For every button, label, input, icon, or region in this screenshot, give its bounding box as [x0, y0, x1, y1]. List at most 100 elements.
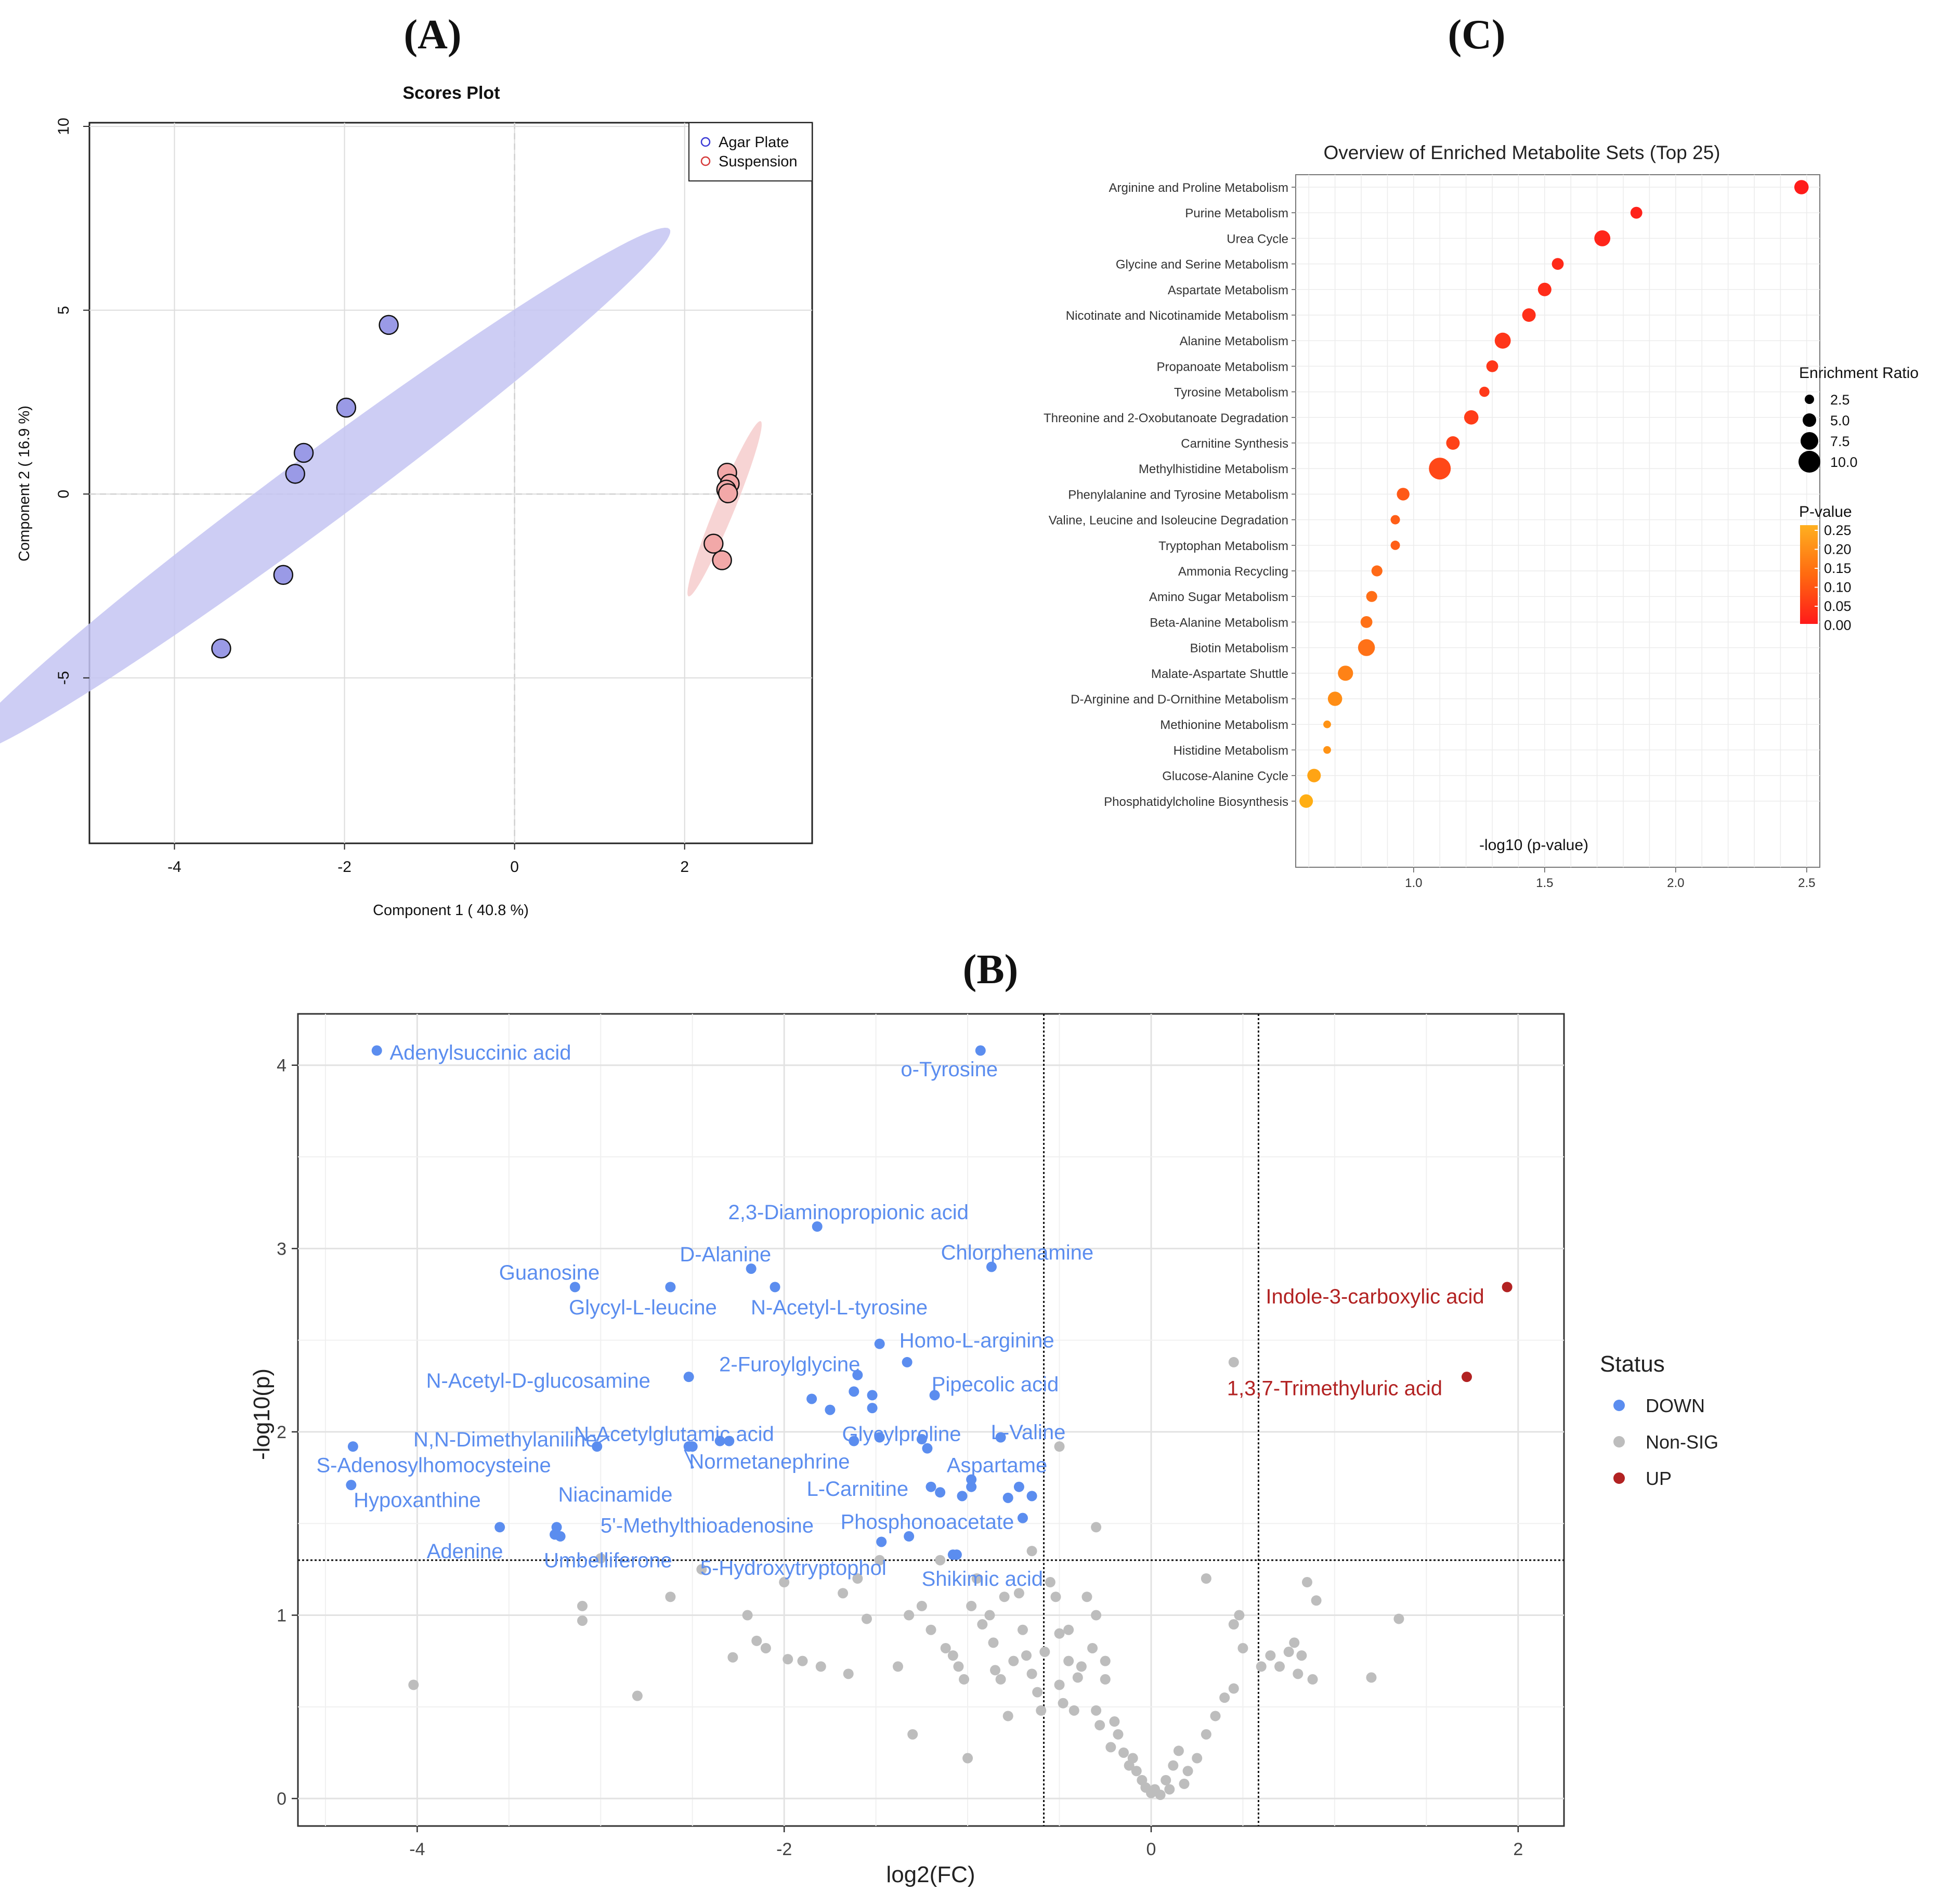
- pathway-label-methylhistidine-metabolism: Methylhistidine Metabolism: [1139, 462, 1288, 476]
- volcano-point-nonsig: [1168, 1760, 1179, 1771]
- volcano-point-nonsig: [1063, 1624, 1074, 1635]
- volcano-point-niacinamide: [683, 1441, 694, 1452]
- volcano-point-nonsig: [1161, 1775, 1171, 1785]
- volcano-legend-label-non-sig: Non-SIG: [1646, 1431, 1718, 1453]
- score-point-agar-plate: [211, 638, 231, 659]
- volcano-legend-marker-down: [1613, 1400, 1625, 1411]
- pathway-point-threonine-and-2-oxobutanoate-degradation: [1464, 410, 1479, 425]
- volcano-point-nonsig: [990, 1665, 1001, 1676]
- pathway-point-urea-cycle: [1594, 230, 1611, 246]
- enrichment-x-tick-label: 2.0: [1667, 876, 1684, 890]
- volcano-point-nonsig: [1017, 1624, 1028, 1635]
- volcano-point-nonsig: [1087, 1642, 1098, 1653]
- pathway-point-methionine-metabolism: [1323, 720, 1331, 728]
- pathway-label-aspartate-metabolism: Aspartate Metabolism: [1168, 283, 1288, 297]
- pathway-label-threonine-and-2-oxobutanoate-degradation: Threonine and 2-Oxobutanoate Degradation: [1044, 411, 1288, 425]
- pathway-label-glycine-and-serine-metabolism: Glycine and Serine Metabolism: [1116, 258, 1288, 272]
- pathway-label-valine-leucine-and-isoleucine-degradation: Valine, Leucine and Isoleucine Degradati…: [1049, 514, 1288, 528]
- volcano-label-glycylproline: Glycylproline: [842, 1423, 961, 1445]
- volcano-point-nonsig: [1219, 1692, 1230, 1703]
- volcano-point-nonsig: [1091, 1610, 1102, 1621]
- volcano-point-nonsig: [1311, 1595, 1322, 1606]
- volcano-point-down: [916, 1434, 927, 1445]
- scores-x-tick-label: 0: [510, 858, 519, 876]
- pathway-label-ammonia-recycling: Ammonia Recycling: [1178, 565, 1288, 579]
- volcano-point-down: [806, 1393, 817, 1404]
- scores-x-tick-label: -4: [167, 858, 181, 876]
- size-legend-label: 5.0: [1830, 413, 1850, 428]
- volcano-point-5-hydroxytryptophol: [876, 1536, 887, 1547]
- enrichment-plot-area: [1295, 174, 1820, 868]
- volcano-point-l-valine: [995, 1432, 1006, 1443]
- volcano-point-nonsig: [861, 1613, 872, 1624]
- volcano-legend-title: Status: [1600, 1351, 1665, 1377]
- color-legend-label: 0.05: [1824, 598, 1852, 614]
- volcano-point-nonsig: [1036, 1705, 1047, 1716]
- volcano-x-axis-label: log2(FC): [886, 1862, 975, 1887]
- volcano-point-nonsig: [1256, 1661, 1267, 1672]
- volcano-point-o-tyrosine: [975, 1045, 986, 1056]
- volcano-point-nonsig: [1100, 1655, 1111, 1666]
- pathway-point-glucose-alanine-cycle: [1307, 768, 1321, 783]
- volcano-point-nonsig: [1039, 1647, 1050, 1658]
- volcano-point-down: [867, 1403, 878, 1414]
- pathway-point-alanine-metabolism: [1494, 332, 1511, 349]
- pathway-label-malate-aspartate-shuttle: Malate-Aspartate Shuttle: [1151, 667, 1288, 681]
- volcano-point-nonsig: [1002, 1711, 1013, 1722]
- volcano-point-d-alanine: [746, 1263, 757, 1274]
- label-leader-n-n-dimethylaniline: [592, 1435, 610, 1447]
- volcano-point-nonsig: [1045, 1577, 1055, 1588]
- scores-x-axis-label: Component 1 ( 40.8 %): [373, 902, 529, 919]
- pathway-label-phosphatidylcholine-biosynthesis: Phosphatidylcholine Biosynthesis: [1104, 795, 1288, 809]
- volcano-point-nonsig: [595, 1553, 606, 1564]
- volcano-point-indole-3-carboxylic-acid: [1502, 1282, 1513, 1293]
- volcano-point-down: [935, 1487, 946, 1498]
- volcano-point-nonsig: [852, 1573, 863, 1584]
- volcano-point-s-adenosylhomocysteine: [347, 1441, 358, 1452]
- volcano-point-nonsig: [995, 1674, 1006, 1685]
- volcano-point-n-n-dimethylaniline: [592, 1441, 603, 1452]
- color-legend-label: 0.20: [1824, 542, 1852, 557]
- volcano-label-2-furoylglycine: 2-Furoylglycine: [719, 1353, 860, 1376]
- scores-x-tick-label: -2: [337, 858, 351, 876]
- volcano-point-nonsig: [999, 1592, 1010, 1602]
- volcano-point-down: [902, 1357, 913, 1367]
- label-leader-niacinamide: [684, 1449, 694, 1469]
- volcano-point-nonsig: [1164, 1784, 1175, 1795]
- scores-plot-area: [88, 122, 813, 844]
- score-point-suspension: [718, 483, 738, 504]
- legend-suspension-label: Suspension: [719, 153, 798, 170]
- volcano-x-tick-label: 2: [1513, 1840, 1523, 1859]
- score-point-agar-plate: [336, 397, 357, 418]
- volcano-point-nonsig: [1091, 1705, 1102, 1716]
- volcano-label-shikimic-acid: Shikimic acid: [922, 1568, 1043, 1590]
- scores-y-tick-label: -5: [55, 671, 72, 685]
- enrichment-plot-chart: Overview of Enriched Metabolite Sets (To…: [1044, 142, 1919, 890]
- volcano-point-nonsig: [971, 1573, 982, 1584]
- volcano-point-nonsig: [1393, 1613, 1404, 1624]
- scores-plot-title: Scores Plot: [402, 83, 500, 103]
- volcano-point-nonsig: [1026, 1546, 1037, 1557]
- volcano-point-down: [1013, 1481, 1024, 1492]
- pathway-point-tryptophan-metabolism: [1390, 540, 1400, 550]
- pathway-label-histidine-metabolism: Histidine Metabolism: [1174, 744, 1288, 758]
- volcano-point-down: [849, 1436, 859, 1446]
- volcano-label-aspartame: Aspartame: [947, 1454, 1047, 1477]
- volcano-x-tick-label: 0: [1146, 1840, 1156, 1859]
- volcano-point-down: [904, 1531, 915, 1542]
- volcano-point-n-acetyl-d-glucosamine: [683, 1372, 694, 1383]
- volcano-label-umbelliferone: Umbelliferone: [544, 1549, 672, 1572]
- score-point-suspension: [712, 550, 732, 570]
- pathway-label-alanine-metabolism: Alanine Metabolism: [1180, 334, 1288, 348]
- volcano-point-nonsig: [1091, 1522, 1102, 1533]
- volcano-point-aspartame: [966, 1481, 977, 1492]
- volcano-point-2-3-diaminopropionic-acid: [812, 1221, 823, 1232]
- enrichment-color-bar: [1800, 525, 1818, 624]
- volcano-point-down: [1002, 1492, 1013, 1503]
- volcano-point-adenine: [494, 1522, 505, 1533]
- volcano-label-l-valine: L-Valine: [991, 1421, 1066, 1444]
- volcano-point-nonsig: [1105, 1742, 1116, 1753]
- enrichment-x-tick-label: 1.5: [1536, 876, 1553, 890]
- panel-label-a: (A): [403, 12, 462, 58]
- volcano-point-nonsig: [815, 1661, 826, 1672]
